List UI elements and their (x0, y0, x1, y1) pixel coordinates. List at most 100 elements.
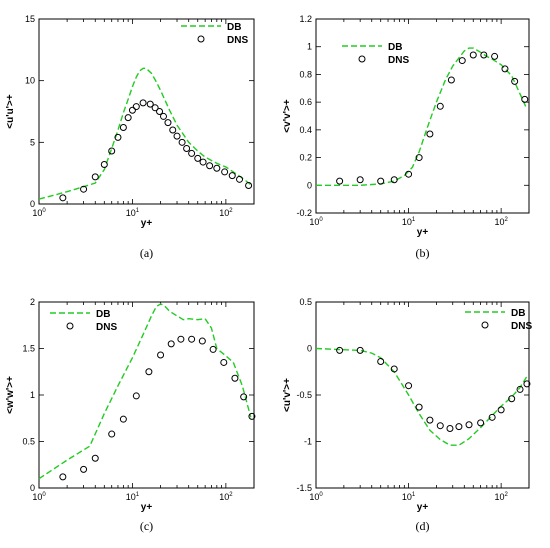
dns-point (248, 412, 256, 420)
dns-point (119, 415, 127, 423)
y-tick-label: 0.2 (299, 153, 312, 163)
y-tick-label: 1 (307, 42, 312, 52)
x-tick-label: 101 (402, 492, 416, 502)
dns-point (80, 465, 88, 473)
x-tick-label: 102 (219, 492, 233, 502)
dns-point (209, 345, 217, 353)
dns-point (220, 358, 228, 366)
legend-db-label: DB (227, 22, 241, 33)
dns-point (178, 138, 186, 146)
dns-point (477, 419, 485, 427)
legend-dns-label: DNS (388, 55, 409, 66)
dns-point (206, 162, 214, 170)
dns-point (245, 182, 253, 189)
plot-frame (315, 301, 530, 489)
series-db-line (316, 47, 528, 187)
legend: DB DNS (181, 22, 248, 46)
dns-point (157, 351, 165, 359)
dns-point (426, 416, 434, 424)
dns-point (491, 52, 499, 60)
y-tick-label: 5 (30, 137, 35, 147)
x-tick-label: 100 (32, 208, 46, 218)
dns-point (508, 395, 516, 403)
dns-point (446, 424, 454, 432)
dns-point (146, 100, 154, 108)
dns-point (91, 173, 99, 181)
dns-point (132, 392, 140, 400)
x-tick-label: 102 (494, 217, 508, 227)
dns-point (405, 170, 413, 178)
dns-point (80, 185, 88, 193)
dns-point (516, 385, 524, 393)
x-tick-label: 101 (126, 492, 140, 502)
dns-point (100, 161, 108, 169)
dns-point (240, 393, 248, 401)
plot-frame (315, 18, 530, 214)
y-tick-label: -0.5 (296, 390, 312, 400)
legend-dns-swatch (197, 35, 205, 43)
y-tick-label: 15 (25, 14, 35, 24)
dns-point (128, 106, 136, 114)
x-axis-label: y+ (141, 502, 153, 513)
y-tick-label: 1 (30, 390, 35, 400)
dns-point (465, 421, 473, 429)
y-tick-label: -1 (304, 437, 312, 447)
legend-dns-swatch (66, 322, 74, 330)
dns-point (132, 103, 140, 111)
series-db-line (38, 303, 252, 480)
dns-point (390, 365, 398, 373)
dns-point (124, 114, 132, 122)
dns-point (188, 149, 196, 157)
dns-point (91, 454, 99, 462)
dns-point (377, 358, 385, 366)
legend-dns-swatch (358, 55, 366, 63)
x-tick-label: 102 (494, 492, 508, 502)
x-axis-label: y+ (417, 502, 429, 513)
x-tick-label: 100 (309, 492, 323, 502)
legend: DB DNS (465, 308, 532, 332)
dns-point (336, 177, 344, 185)
panel-caption: (c) (140, 519, 153, 533)
dns-point (426, 130, 434, 138)
y-tick-label: 0.8 (299, 69, 312, 79)
chart-panel-2: 100 101 102 -0.2 0 0.2 0.4 0.6 0.8 1 1.2 y+ <v'v'>+ (… (282, 14, 530, 260)
series-db-line (315, 347, 528, 446)
y-axis-label: <u'u'>+ (5, 94, 16, 129)
y-tick-label: -0.2 (296, 208, 312, 218)
y-tick-label: 10 (25, 76, 35, 86)
series-db-line (38, 67, 253, 200)
dns-point (228, 172, 236, 180)
dns-point (356, 176, 364, 184)
dns-point (59, 194, 67, 202)
legend-dns-swatch (481, 321, 489, 329)
dns-point (199, 158, 207, 166)
dns-point (415, 154, 423, 162)
legend-db-label: DB (511, 308, 525, 319)
y-tick-label: 1.5 (22, 344, 35, 354)
dns-point (455, 423, 463, 431)
dns-point (231, 374, 239, 382)
dns-point (436, 422, 444, 430)
y-axis-label: <v'v'>+ (282, 99, 293, 133)
y-tick-label: 1.2 (299, 14, 312, 24)
dns-point (336, 346, 344, 354)
chart-panel-3: 100 101 102 0 0.5 1 1.5 2 y+ <w'w'>+ (c) DB DNS (5, 297, 256, 533)
legend: DB DNS (50, 309, 117, 333)
dns-point (356, 346, 364, 354)
dns-point (458, 57, 466, 65)
dns-point (156, 108, 164, 115)
x-axis-label: y+ (417, 227, 429, 238)
dns-point (523, 380, 531, 388)
y-tick-label: 0.6 (299, 97, 312, 107)
dns-point (521, 95, 529, 103)
dns-point (447, 76, 455, 84)
y-tick-label: 0.4 (299, 125, 312, 135)
x-tick-label: 100 (32, 492, 46, 502)
dns-point (151, 104, 159, 112)
dns-point (436, 102, 444, 110)
y-tick-label: 0 (30, 483, 35, 493)
y-tick-label: 0.5 (22, 437, 35, 447)
dns-point (480, 51, 488, 59)
chart-panel-4: 100 101 102 -1.5 -1 -0.5 0 0.5 y+ <u'v'>+ (d) DB DNS (282, 297, 532, 533)
